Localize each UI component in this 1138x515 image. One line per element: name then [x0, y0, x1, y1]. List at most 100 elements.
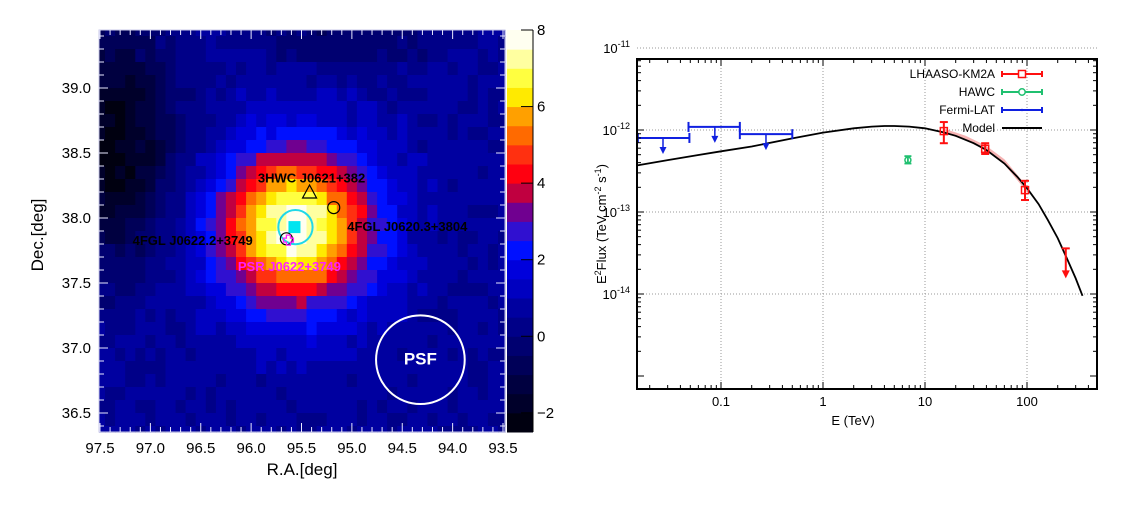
- heatmap-cell: [185, 179, 197, 193]
- heatmap-cell: [397, 75, 408, 89]
- heatmap-cell: [195, 192, 207, 206]
- psf-circle: [375, 314, 466, 406]
- heatmap-cell: [427, 218, 439, 232]
- heatmap-cell: [195, 348, 207, 362]
- heatmap-cell: [175, 127, 187, 141]
- heatmap-cell: [99, 335, 106, 349]
- heatmap-cell: [155, 36, 167, 50]
- heatmap-cell: [215, 179, 227, 193]
- heatmap-cell: [105, 374, 116, 388]
- heatmap-cell: [155, 244, 167, 258]
- heatmap-cell: [397, 153, 408, 167]
- heatmap-cell: [266, 257, 277, 271]
- heatmap-cell: [155, 127, 167, 141]
- heatmap-cell: [225, 361, 237, 375]
- heatmap-cell: [306, 49, 318, 63]
- heatmap-cell: [175, 101, 187, 115]
- heatmap-cell: [225, 114, 237, 128]
- heatmap-cell: [427, 257, 439, 271]
- heatmap-cell: [125, 231, 136, 245]
- heatmap-cell: [397, 127, 408, 141]
- heatmap-cell: [99, 140, 106, 154]
- heatmap-cell: [276, 62, 287, 76]
- heatmap-cell: [316, 49, 328, 63]
- heatmap-cell: [326, 49, 338, 63]
- heatmap-cell: [477, 283, 489, 297]
- heatmap-cell: [115, 49, 126, 63]
- heatmap-cell: [296, 244, 308, 258]
- heatmap-cell: [296, 101, 308, 115]
- heatmap-cell: [105, 244, 116, 258]
- heatmap-cell: [155, 361, 167, 375]
- heatmap-cell: [225, 101, 237, 115]
- heatmap-cell: [266, 36, 277, 50]
- heatmap-cell: [487, 114, 499, 128]
- heatmap-cell: [99, 270, 106, 284]
- heatmap-cell: [437, 127, 449, 141]
- heatmap-cell: [135, 140, 146, 154]
- heatmap-cell: [125, 101, 136, 115]
- heatmap-cell: [195, 75, 207, 89]
- y-tick-label: 37.5: [62, 275, 91, 292]
- heatmap-cell: [477, 114, 489, 128]
- heatmap-cell: [205, 179, 217, 193]
- heatmap-cell: [115, 205, 126, 219]
- heatmap-cell: [377, 335, 388, 349]
- heatmap-cell: [457, 88, 469, 102]
- heatmap-cell: [225, 400, 237, 414]
- heatmap-cell: [306, 166, 318, 180]
- skymap-axes: 97.5 97.0 96.5 96.0 95.5 95.0 94.5 94.0 93.5 39.0…: [62, 29, 518, 457]
- heatmap-cell: [276, 244, 287, 258]
- heatmap-cell: [225, 270, 237, 284]
- heatmap-cell: [256, 205, 267, 219]
- heatmap-cell: [498, 400, 506, 414]
- heatmap-cell: [185, 127, 197, 141]
- heatmap-cell: [477, 101, 489, 115]
- heatmap-cell: [387, 413, 398, 427]
- heatmap-cell: [356, 283, 368, 297]
- heatmap-cell: [246, 387, 257, 401]
- heatmap-cell: [165, 62, 177, 76]
- heatmap-cell: [487, 101, 499, 115]
- heatmap-cell: [427, 166, 439, 180]
- heatmap-cell: [296, 361, 308, 375]
- heatmap-cell: [99, 75, 106, 89]
- heatmap-cell: [215, 153, 227, 167]
- heatmap-cell: [397, 361, 408, 375]
- heatmap-cell: [215, 88, 227, 102]
- heatmap-cell: [427, 387, 439, 401]
- heatmap-cell: [246, 296, 257, 310]
- heatmap-cell: [165, 400, 177, 414]
- heatmap-cell: [215, 335, 227, 349]
- heatmap-cell: [457, 101, 469, 115]
- y-tick-base: 10: [603, 41, 617, 56]
- heatmap-cell: [286, 166, 298, 180]
- heatmap-cell: [175, 400, 187, 414]
- colorbar-segment: [507, 298, 533, 318]
- heatmap-cell: [477, 361, 489, 375]
- heatmap-cell: [457, 231, 469, 245]
- heatmap-cell: [99, 244, 106, 258]
- heatmap-cell: [457, 296, 469, 310]
- heatmap-cell: [215, 75, 227, 89]
- heatmap-cell: [236, 309, 247, 323]
- heatmap-cell: [236, 322, 247, 336]
- heatmap-cell: [266, 374, 277, 388]
- heatmap-cell: [205, 166, 217, 180]
- heatmap-cell: [498, 88, 506, 102]
- heatmap-cell: [316, 244, 328, 258]
- heatmap-cell: [326, 283, 338, 297]
- heatmap-cell: [175, 335, 187, 349]
- heatmap-cell: [215, 114, 227, 128]
- heatmap-cell: [467, 218, 479, 232]
- heatmap-cell: [266, 140, 277, 154]
- heatmap-cell: [387, 49, 398, 63]
- heatmap-cell: [286, 153, 298, 167]
- heatmap-cell: [427, 75, 439, 89]
- y-tick-label: 10-13: [603, 203, 630, 220]
- heatmap-cell: [276, 192, 287, 206]
- heatmap-cell: [125, 205, 136, 219]
- heatmap-cell: [367, 244, 378, 258]
- heatmap-cell: [256, 192, 267, 206]
